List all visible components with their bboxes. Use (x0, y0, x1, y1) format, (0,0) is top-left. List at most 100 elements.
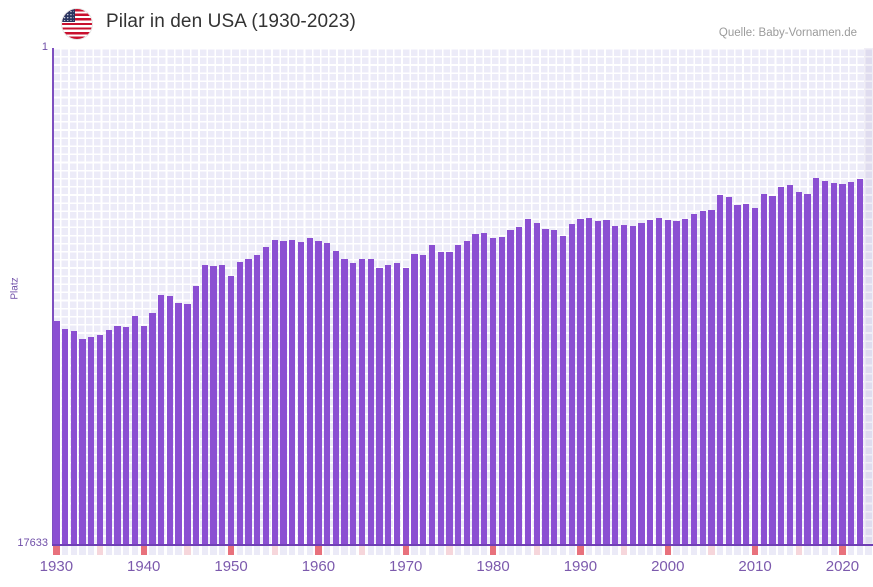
bar[interactable] (306, 238, 313, 545)
bar[interactable] (140, 325, 147, 545)
bar[interactable] (734, 204, 741, 545)
bar[interactable] (612, 226, 619, 545)
bar[interactable] (498, 236, 505, 545)
bar[interactable] (708, 210, 715, 545)
bar[interactable] (804, 193, 811, 545)
bar[interactable] (664, 219, 671, 545)
bar[interactable] (297, 242, 305, 545)
bar[interactable] (839, 183, 846, 545)
bar[interactable] (489, 238, 497, 545)
bar[interactable] (61, 329, 69, 545)
bar[interactable] (769, 195, 776, 545)
bar[interactable] (620, 225, 628, 545)
bar[interactable] (358, 258, 366, 545)
bar[interactable] (88, 336, 95, 545)
bar[interactable] (533, 222, 540, 545)
bar[interactable] (367, 259, 374, 545)
bar[interactable] (210, 266, 217, 545)
x-axis-tick-mid (96, 546, 104, 555)
bar[interactable] (201, 265, 208, 545)
bar[interactable] (585, 217, 593, 545)
bar[interactable] (96, 335, 104, 545)
bar[interactable] (629, 226, 636, 545)
bar[interactable] (760, 193, 767, 545)
bar[interactable] (420, 255, 427, 545)
bar[interactable] (315, 241, 322, 545)
bar[interactable] (856, 178, 864, 545)
y-axis-tick-bottom: 17633 (17, 537, 48, 549)
bar[interactable] (813, 178, 820, 545)
bar[interactable] (786, 184, 794, 545)
bar[interactable] (699, 211, 706, 545)
bar[interactable] (603, 219, 610, 545)
bar[interactable] (638, 222, 645, 545)
bar[interactable] (393, 262, 401, 545)
bar[interactable] (175, 303, 182, 545)
bar[interactable] (743, 203, 750, 545)
bar[interactable] (149, 312, 156, 545)
bar[interactable] (192, 286, 200, 545)
bar[interactable] (481, 232, 488, 545)
x-axis-tick-minor (411, 546, 418, 555)
bar[interactable] (830, 183, 837, 545)
bar[interactable] (725, 197, 733, 545)
bar[interactable] (280, 241, 287, 545)
bar[interactable] (114, 325, 121, 545)
bar[interactable] (655, 217, 663, 545)
bar[interactable] (594, 221, 601, 545)
no-data-shaded-region (864, 48, 873, 545)
bar[interactable] (158, 295, 165, 545)
bar[interactable] (323, 243, 331, 545)
bar[interactable] (227, 276, 235, 545)
bar[interactable] (385, 265, 392, 545)
bar[interactable] (219, 265, 226, 545)
bar[interactable] (454, 245, 462, 545)
bar[interactable] (341, 258, 348, 545)
bar[interactable] (778, 186, 785, 545)
bar[interactable] (236, 262, 243, 545)
bar[interactable] (376, 267, 383, 545)
bar[interactable] (848, 182, 855, 545)
bar[interactable] (516, 227, 523, 545)
bar[interactable] (262, 246, 270, 545)
bar[interactable] (690, 213, 698, 545)
bar[interactable] (411, 253, 418, 545)
bar[interactable] (402, 267, 409, 545)
bar[interactable] (673, 221, 680, 545)
bar[interactable] (70, 331, 77, 545)
bar[interactable] (507, 229, 514, 545)
x-axis-tick-minor (725, 546, 733, 555)
bar[interactable] (647, 219, 654, 545)
x-axis-tick-minor (786, 546, 794, 555)
bar[interactable] (795, 192, 802, 545)
x-axis-tick-minor (760, 546, 767, 555)
bar[interactable] (245, 259, 252, 545)
bar[interactable] (289, 239, 296, 545)
bar[interactable] (332, 250, 339, 545)
bar[interactable] (568, 224, 575, 545)
bar[interactable] (446, 251, 453, 545)
bar[interactable] (79, 339, 86, 545)
bar[interactable] (271, 239, 278, 545)
bar[interactable] (53, 321, 60, 545)
bar[interactable] (463, 240, 470, 545)
bar[interactable] (350, 262, 357, 545)
bar[interactable] (123, 327, 130, 545)
bar[interactable] (559, 236, 567, 545)
bar[interactable] (577, 218, 584, 545)
bar[interactable] (821, 181, 829, 545)
bar[interactable] (166, 296, 174, 545)
bar[interactable] (751, 208, 759, 545)
bar[interactable] (717, 195, 724, 545)
bar[interactable] (524, 219, 532, 545)
bar[interactable] (542, 228, 549, 545)
bar[interactable] (472, 234, 479, 545)
bar[interactable] (428, 245, 436, 545)
bar[interactable] (131, 315, 139, 545)
bar[interactable] (437, 252, 444, 545)
bar[interactable] (551, 229, 558, 545)
bar[interactable] (254, 255, 261, 545)
bar[interactable] (682, 219, 689, 545)
bar[interactable] (184, 303, 191, 545)
bar[interactable] (105, 329, 112, 545)
